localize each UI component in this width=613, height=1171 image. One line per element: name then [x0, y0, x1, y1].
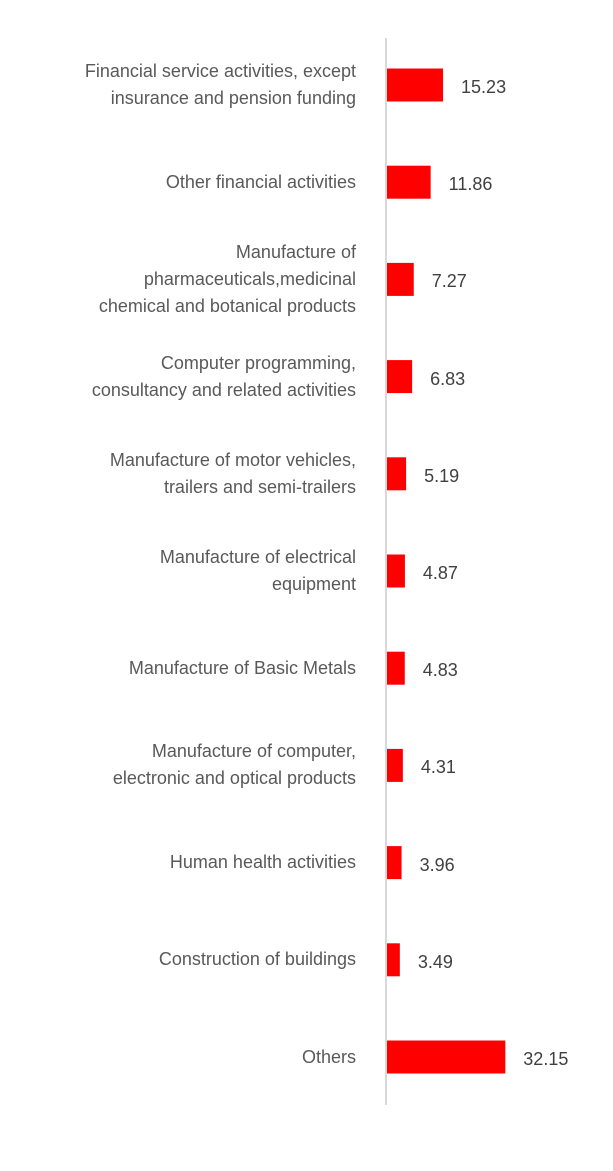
data-label: 4.83: [422, 660, 458, 681]
category-label: Financial service activities, except ins…: [84, 61, 356, 108]
category-label: Others: [301, 1046, 356, 1067]
data-label: 11.86: [448, 174, 493, 195]
data-label: 7.27: [431, 271, 467, 292]
bar: [387, 846, 402, 880]
category-label: Computer programming, consultancy and re…: [91, 352, 356, 400]
bar: [387, 457, 407, 491]
bar: [387, 360, 413, 394]
category-label: Other financial activities: [165, 171, 356, 192]
data-label: 6.83: [430, 368, 466, 389]
data-label: 32.15: [523, 1049, 569, 1069]
bar: [387, 943, 400, 977]
data-label: 3.49: [417, 951, 453, 972]
bar: [387, 1040, 506, 1074]
category-label: Manufacture of Basic Metals: [128, 657, 356, 678]
bar: [387, 554, 405, 588]
data-label: 15.23: [461, 77, 507, 97]
bar: [387, 68, 444, 102]
bar: [387, 262, 414, 296]
data-label: 5.19: [424, 465, 460, 486]
bar: [387, 651, 405, 685]
bar: [387, 748, 403, 782]
category-label: Manufacture of electrical equipment: [159, 547, 356, 594]
data-label: 4.87: [422, 563, 458, 583]
data-label: 4.31: [420, 757, 456, 778]
category-label: Manufacture of pharmaceuticals,medicinal…: [98, 241, 356, 316]
bar: [387, 165, 431, 199]
category-label: Manufacture of computer, electronic and …: [112, 741, 356, 789]
data-label: 3.96: [419, 854, 455, 875]
category-label: Human health activities: [169, 852, 356, 873]
category-label: Manufacture of motor vehicles, trailers …: [109, 449, 356, 497]
category-label: Construction of buildings: [158, 949, 356, 970]
